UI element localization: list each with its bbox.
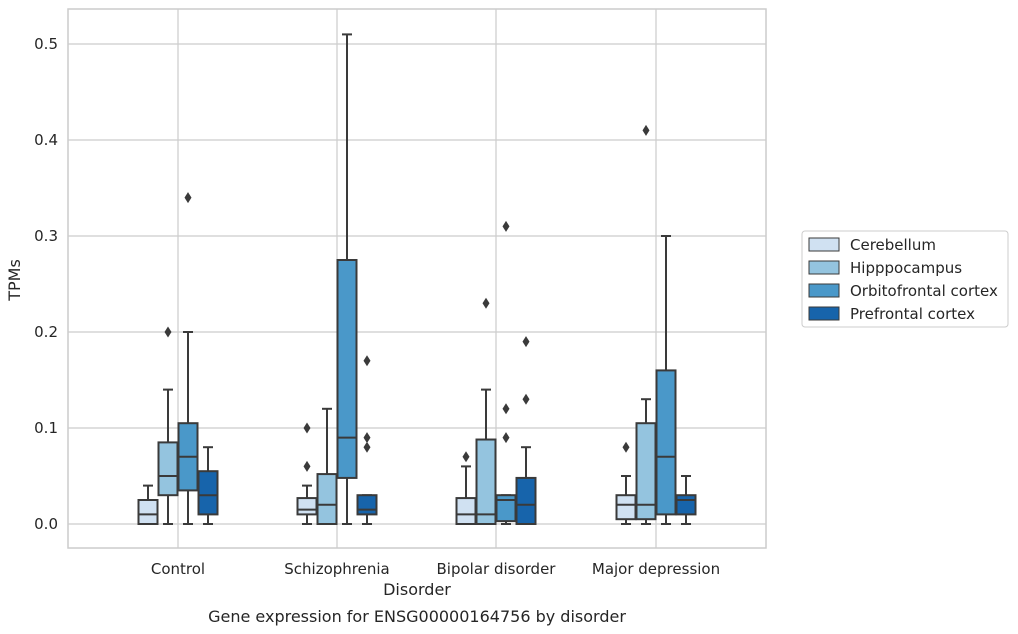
box-0-0 [137, 484, 159, 525]
outlier-point [303, 422, 311, 434]
legend-label: Cerebellum [850, 236, 936, 254]
box-2-2 [495, 220, 517, 525]
plot-frame [67, 8, 767, 549]
legend: Cerebellum Hipppocampus Orbitofrontal cort… [801, 230, 1009, 328]
legend-label: Hipppocampus [850, 259, 962, 277]
box-1-2 [336, 33, 358, 525]
legend-swatch [808, 283, 840, 298]
y-axis-label: TPMs [5, 259, 24, 302]
box-3-2 [655, 235, 677, 525]
legend-frame [801, 230, 1009, 328]
outlier-point [363, 441, 371, 453]
box-2-1 [475, 297, 497, 525]
y-axis-ticks: 0.0 0.1 0.2 0.3 0.4 0.5 [34, 35, 58, 533]
outlier-point [502, 220, 510, 232]
box-2-3 [515, 336, 537, 526]
box [615, 494, 637, 521]
x-tick-label: Major depression [592, 560, 720, 578]
x-tick-label: Control [151, 560, 205, 578]
box-1-0 [296, 422, 318, 525]
box-1-3 [356, 355, 378, 525]
box [316, 473, 338, 525]
outlier-point [522, 336, 530, 348]
box [475, 438, 497, 525]
outlier-point [184, 192, 192, 204]
outlier-point [363, 355, 371, 367]
outlier-point [522, 393, 530, 405]
box [296, 497, 318, 516]
x-axis-label: Disorder [383, 580, 451, 599]
legend-item: Cerebellum [808, 236, 936, 254]
y-tick-label: 0.4 [34, 131, 58, 149]
box-3-1 [635, 124, 657, 525]
box [455, 497, 477, 525]
box [157, 441, 179, 497]
box [515, 476, 537, 526]
y-tick-label: 0.0 [34, 515, 58, 533]
box-1-1 [316, 407, 338, 525]
outlier-point [303, 460, 311, 472]
legend-item: Hipppocampus [808, 259, 962, 277]
box [137, 499, 159, 525]
legend-label: Prefrontal cortex [850, 305, 975, 323]
y-tick-label: 0.3 [34, 227, 58, 245]
legend-swatch [808, 260, 840, 275]
box [336, 259, 358, 479]
legend-swatch [808, 306, 840, 321]
outlier-point [502, 432, 510, 444]
outlier-point [502, 403, 510, 415]
y-tick-label: 0.1 [34, 419, 58, 437]
legend-item: Prefrontal cortex [808, 305, 975, 323]
outlier-point [363, 432, 371, 444]
box [675, 494, 697, 516]
box-0-1 [157, 326, 179, 525]
y-tick-label: 0.5 [34, 35, 58, 53]
outlier-point [164, 326, 172, 338]
box-0-3 [197, 446, 219, 525]
legend-item: Orbitofrontal cortex [808, 282, 998, 300]
box-3-0 [615, 441, 637, 525]
box-2-0 [455, 451, 477, 525]
box-0-2 [177, 192, 199, 525]
x-tick-label: Bipolar disorder [437, 560, 557, 578]
outlier-point [642, 124, 650, 136]
x-axis-ticks: Control Schizophrenia Bipolar disorder Majo… [151, 560, 720, 578]
figure-caption: Gene expression for ENSG00000164756 by d… [208, 607, 626, 626]
box [356, 494, 378, 516]
y-tick-label: 0.2 [34, 323, 58, 341]
box [197, 470, 219, 516]
legend-label: Orbitofrontal cortex [850, 282, 998, 300]
x-tick-label: Schizophrenia [284, 560, 389, 578]
outlier-point [482, 297, 490, 309]
box-3-3 [675, 475, 697, 525]
legend-swatch [808, 237, 840, 252]
outlier-point [462, 451, 470, 463]
outlier-point [622, 441, 630, 453]
box [655, 369, 677, 516]
box-plot-area [137, 33, 697, 526]
